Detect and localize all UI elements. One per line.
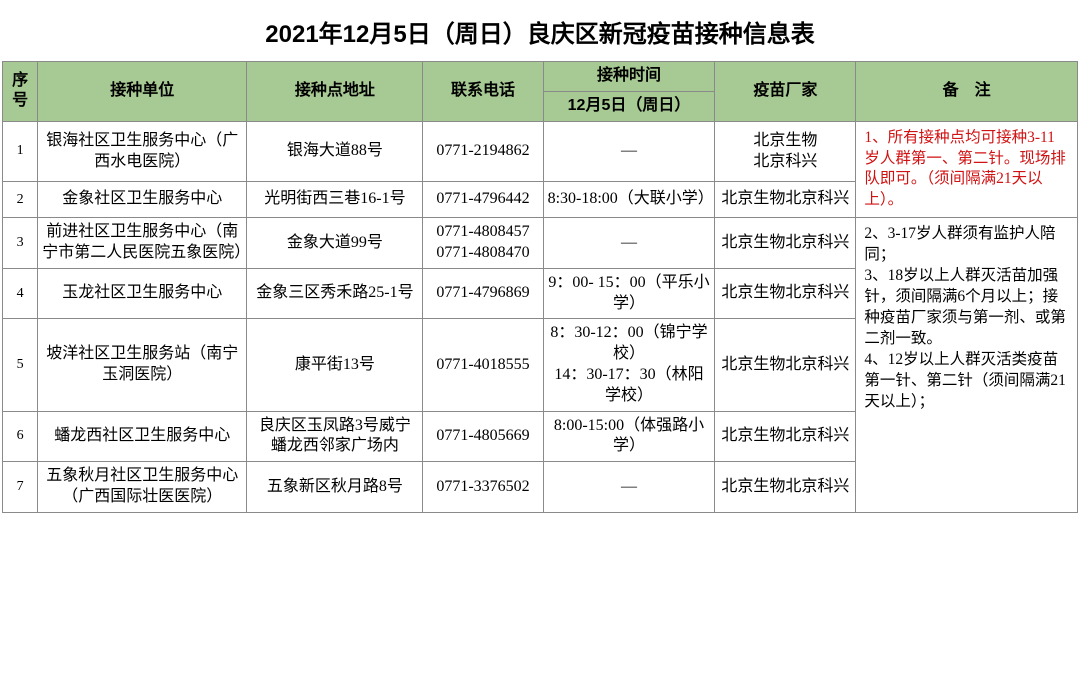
cell-seq: 7 xyxy=(3,462,38,513)
cell-phone: 0771-2194862 xyxy=(423,121,543,182)
cell-seq: 4 xyxy=(3,268,38,319)
cell-phone: 0771-4018555 xyxy=(423,319,543,411)
cell-unit: 银海社区卫生服务中心（广西水电医院） xyxy=(38,121,247,182)
cell-time: — xyxy=(543,462,715,513)
cell-vendor: 北京生物北京科兴 xyxy=(715,411,856,462)
cell-time: 9：00- 15：00（平乐小学） xyxy=(543,268,715,319)
cell-addr: 光明街西三巷16-1号 xyxy=(247,182,423,218)
col-header-unit: 接种单位 xyxy=(38,62,247,122)
cell-seq: 1 xyxy=(3,121,38,182)
cell-addr: 五象新区秋月路8号 xyxy=(247,462,423,513)
cell-vendor: 北京生物北京科兴 xyxy=(715,268,856,319)
cell-phone: 0771-4796442 xyxy=(423,182,543,218)
cell-addr: 金象三区秀禾路25-1号 xyxy=(247,268,423,319)
col-header-seq: 序号 xyxy=(3,62,38,122)
cell-time: 8:30-18:00（大联小学） xyxy=(543,182,715,218)
col-header-time-group: 接种时间 xyxy=(543,62,715,92)
cell-addr: 康平街13号 xyxy=(247,319,423,411)
cell-addr: 银海大道88号 xyxy=(247,121,423,182)
cell-phone: 0771-48084570771-4808470 xyxy=(423,218,543,269)
cell-addr: 良庆区玉凤路3号威宁蟠龙西邻家广场内 xyxy=(247,411,423,462)
cell-time: 8：30-12：00（锦宁学校）14：30-17：30（林阳学校） xyxy=(543,319,715,411)
cell-vendor: 北京生物北京科兴 xyxy=(715,218,856,269)
cell-time: — xyxy=(543,121,715,182)
cell-time: 8:00-15:00（体强路小学） xyxy=(543,411,715,462)
vaccine-schedule-table: 序号 接种单位 接种点地址 联系电话 接种时间 疫苗厂家 备 注 12月5日（周… xyxy=(2,61,1078,513)
cell-vendor: 北京生物北京科兴 xyxy=(715,319,856,411)
cell-phone: 0771-3376502 xyxy=(423,462,543,513)
page-title: 2021年12月5日（周日）良庆区新冠疫苗接种信息表 xyxy=(0,0,1080,61)
cell-seq: 5 xyxy=(3,319,38,411)
table-row: 1 银海社区卫生服务中心（广西水电医院） 银海大道88号 0771-219486… xyxy=(3,121,1078,182)
cell-phone: 0771-4805669 xyxy=(423,411,543,462)
cell-vendor: 北京生物北京科兴 xyxy=(715,182,856,218)
cell-time: — xyxy=(543,218,715,269)
cell-vendor: 北京生物北京科兴 xyxy=(715,121,856,182)
cell-unit: 金象社区卫生服务中心 xyxy=(38,182,247,218)
cell-note-2: 2、3-17岁人群须有监护人陪同；3、18岁以上人群灭活苗加强针，须间隔满6个月… xyxy=(856,218,1078,513)
col-header-phone: 联系电话 xyxy=(423,62,543,122)
cell-addr: 金象大道99号 xyxy=(247,218,423,269)
cell-unit: 五象秋月社区卫生服务中心（广西国际壮医医院） xyxy=(38,462,247,513)
col-header-vendor: 疫苗厂家 xyxy=(715,62,856,122)
cell-seq: 3 xyxy=(3,218,38,269)
cell-phone: 0771-4796869 xyxy=(423,268,543,319)
cell-seq: 2 xyxy=(3,182,38,218)
col-header-note: 备 注 xyxy=(856,62,1078,122)
table-row: 3 前进社区卫生服务中心（南宁市第二人民医院五象医院） 金象大道99号 0771… xyxy=(3,218,1078,269)
col-header-time-sub: 12月5日（周日） xyxy=(543,91,715,121)
cell-seq: 6 xyxy=(3,411,38,462)
cell-unit: 坡洋社区卫生服务站（南宁玉洞医院） xyxy=(38,319,247,411)
cell-note-1: 1、所有接种点均可接种3-11岁人群第一、第二针。现场排队即可。（须间隔满21天… xyxy=(856,121,1078,218)
cell-unit: 蟠龙西社区卫生服务中心 xyxy=(38,411,247,462)
cell-vendor: 北京生物北京科兴 xyxy=(715,462,856,513)
cell-unit: 玉龙社区卫生服务中心 xyxy=(38,268,247,319)
col-header-addr: 接种点地址 xyxy=(247,62,423,122)
cell-unit: 前进社区卫生服务中心（南宁市第二人民医院五象医院） xyxy=(38,218,247,269)
